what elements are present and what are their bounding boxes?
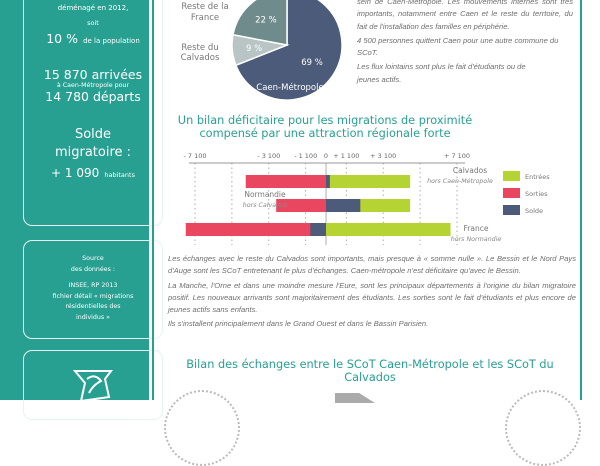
stats-box: déménagé en 2012, soit 10 % de la popula… — [23, 0, 163, 226]
analysis-p2: La Manche, l'Orne et dans une moindre me… — [168, 280, 576, 315]
bar-entrees — [326, 175, 411, 188]
source-line-2: fichier détail « migrations — [52, 292, 134, 300]
analysis-p3: Ils s'installent principalement dans le … — [168, 319, 429, 329]
source-title-1: Source — [82, 255, 104, 262]
source-title-2: des données : — [70, 265, 116, 273]
tick-label: - 3 100 — [257, 152, 280, 160]
bar-sorties — [276, 199, 326, 212]
scot-circle-right — [505, 390, 581, 466]
intro-p2: 4 500 personnes quittent Caen pour une a… — [357, 35, 559, 58]
solde-value: + 1 090 — [51, 166, 100, 180]
content-border-left — [152, 0, 154, 400]
logo-box — [23, 350, 163, 420]
source-line-3: résidentielles des — [65, 303, 121, 310]
source-line-4: individus » — [75, 313, 111, 321]
source-line-1: INSEE, RP 2013 — [68, 282, 118, 289]
source-box: Source des données : INSEE, RP 2013 fich… — [23, 240, 163, 339]
content-border-right — [580, 0, 582, 400]
moved-text: déménagé en 2012, — [57, 4, 129, 12]
flow-arrow — [335, 393, 375, 403]
pie-chart: 69 % 9 % 22 % Caen-Métropole — [231, 0, 343, 101]
departures-stat: 14 780 départs — [45, 89, 141, 104]
chart-title-1: Un bilan déficitaire pour les migrations… — [177, 114, 473, 127]
tick-label: 0 — [324, 152, 328, 160]
scot-circle-left — [164, 390, 240, 466]
pie-slice-percent: 22 % — [255, 16, 277, 26]
bar-sorties — [185, 223, 326, 236]
solde-stat: + 1 090 habitants — [24, 162, 162, 181]
pie-slice — [232, 0, 288, 46]
tick-label: - 1 100 — [294, 152, 317, 160]
category-label: France — [464, 224, 489, 233]
tick-label: + 3 100 — [370, 152, 396, 160]
category-sublabel: hors Calvados — [243, 202, 288, 209]
logo-icon — [72, 370, 113, 403]
pie-label-calvados: Reste du Calvados — [170, 43, 230, 63]
tick-label: - 7 100 — [183, 152, 206, 160]
pie-slice — [234, 0, 343, 101]
pie-label-calvados-1: Reste du — [181, 43, 219, 53]
intro-p3: Les flux lointains sont plus le fait d'é… — [357, 62, 526, 84]
legend-label: Sorties — [525, 190, 548, 198]
intro-text: sein de Caen-Métropole. Les mouvements i… — [357, 0, 573, 86]
bar-solde — [310, 223, 326, 236]
migration-bar-chart: - 7 100 - 3 100 - 1 100 0 + 1 100 + 3 100 + 7 … — [183, 152, 550, 245]
solde-title-2: migratoire : — [54, 145, 132, 160]
category-label: Calvados — [453, 166, 487, 175]
solde-unit: habitants — [104, 171, 135, 179]
arrivals-stat: 15 870 arrivées — [43, 67, 143, 82]
percent-value: 10 % — [46, 31, 78, 46]
bar-entrees — [326, 223, 451, 236]
category-label: Normandie — [244, 190, 286, 199]
pie-label-france: Reste de la France — [170, 2, 240, 24]
legend-label: Entrées — [525, 173, 550, 181]
intro-p1: sein de Caen-Métropole. Les mouvements i… — [357, 0, 573, 31]
arrivals-sub: à Caen-Métropole pour — [56, 82, 130, 89]
category-sublabel: hors Caen-Métropole — [427, 177, 493, 185]
pie-label-france-1: Reste de la — [181, 2, 229, 12]
legend-swatch — [503, 205, 520, 215]
percent-suffix: de la population — [83, 37, 140, 45]
legend-swatch — [503, 171, 520, 181]
legend-swatch — [503, 188, 520, 198]
bar-solde — [326, 175, 330, 188]
analysis-text: Les échanges avec le reste du Calvados s… — [168, 253, 576, 331]
pie-label-calvados-2: Calvados — [180, 53, 220, 63]
tick-label: + 7 100 — [444, 152, 470, 160]
pie-label-caen: Caen-Métropole — [256, 82, 323, 93]
pie-slice-percent: 9 % — [246, 44, 262, 54]
pie-label-france-2: France — [190, 13, 220, 23]
percent-stat: 10 % de la population — [24, 28, 162, 47]
legend-label: Solde — [525, 207, 543, 215]
category-sublabel: hors Normandie — [451, 236, 502, 243]
solde-title-1: Solde — [74, 127, 112, 142]
bar-sorties — [245, 175, 326, 188]
bar-solde — [326, 199, 361, 212]
chart-title-2: compensé par une attraction régionale fo… — [199, 127, 451, 140]
chart-title: Un bilan déficitaire pour les migrations… — [170, 114, 480, 140]
analysis-p1: Les échanges avec le reste du Calvados s… — [168, 254, 576, 276]
tick-label: + 1 100 — [333, 152, 359, 160]
section2-title: Bilan des échanges entre le SCoT Caen-Mé… — [186, 358, 554, 384]
soit-text: soit — [87, 19, 99, 27]
pie-slice-percent: 69 % — [301, 58, 323, 68]
